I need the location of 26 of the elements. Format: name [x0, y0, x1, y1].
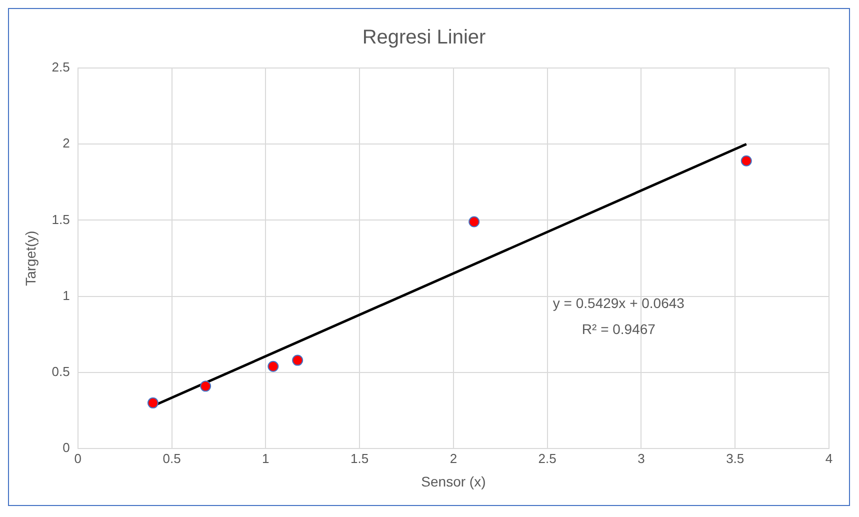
y-tick-label: 1.5	[52, 212, 70, 227]
x-axis-title: Sensor (x)	[421, 473, 486, 490]
y-axis-title: Target(y)	[22, 230, 38, 286]
annotation: R² = 0.9467	[582, 320, 656, 337]
point	[147, 397, 158, 408]
point	[268, 360, 279, 372]
y-tick-label: 2	[62, 136, 70, 151]
point	[468, 216, 480, 228]
x-tick-label: 0.5	[162, 450, 181, 466]
y-tick-label: 2.5	[52, 60, 70, 75]
chart-title: Regresi Linier	[362, 26, 486, 49]
point	[200, 380, 212, 392]
y-tick-label: 0	[62, 440, 70, 456]
x-tick-label: 1	[262, 450, 270, 466]
x-tick-label: 1.5	[350, 450, 369, 466]
x-tick-label: 0	[74, 450, 82, 466]
x-tick-label: 3.5	[726, 450, 744, 466]
x-tick-label: 3	[638, 450, 645, 466]
annotation: y = 0.5429x + 0.0643	[552, 294, 685, 311]
x-tick-label: 2	[450, 450, 458, 466]
y-tick-label: 1	[62, 288, 70, 303]
x-tick-label: 4	[825, 450, 833, 466]
point	[740, 155, 752, 166]
point	[292, 354, 304, 366]
y-tick-label: 0.5	[52, 364, 70, 380]
x-tick-label: 2.5	[538, 450, 556, 466]
